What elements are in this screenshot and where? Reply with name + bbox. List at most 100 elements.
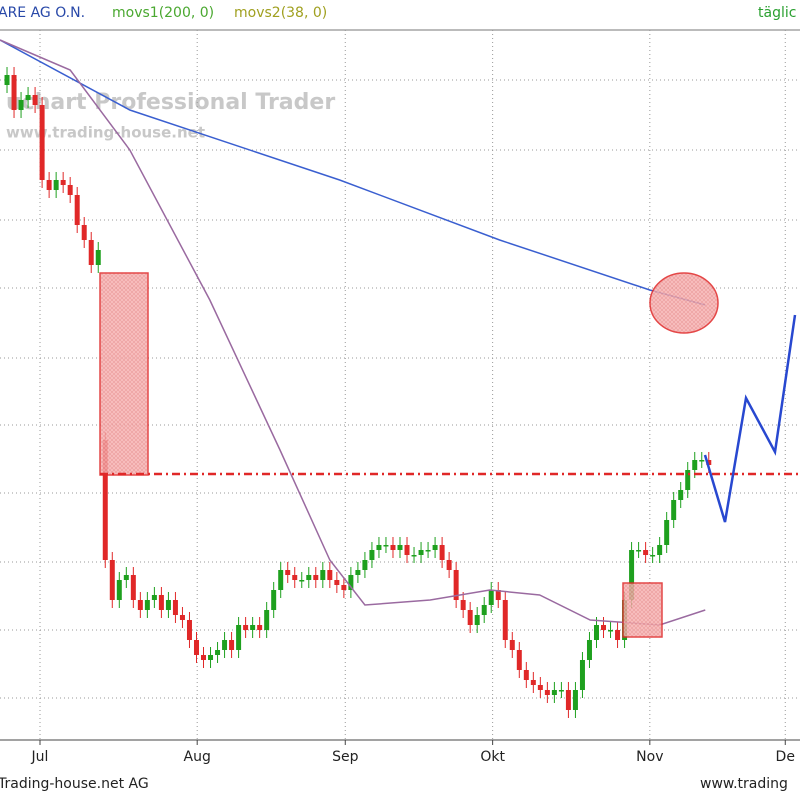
- candle: [481, 597, 487, 623]
- candle: [390, 537, 396, 558]
- candle-body: [706, 460, 712, 465]
- candle-body: [411, 555, 417, 557]
- candle: [558, 682, 564, 698]
- candle: [636, 542, 642, 558]
- candle-body: [193, 640, 199, 655]
- candle: [81, 217, 87, 248]
- candle-body: [629, 550, 635, 600]
- interval-label: täglic: [758, 5, 796, 21]
- candle: [257, 617, 263, 638]
- candle: [572, 682, 578, 718]
- candle-body: [137, 600, 143, 610]
- candle-body: [664, 520, 670, 545]
- candle: [137, 592, 143, 618]
- candle: [516, 642, 522, 678]
- candle: [537, 677, 543, 698]
- candle-body: [678, 490, 684, 500]
- candle-body: [671, 500, 677, 520]
- candle-body: [222, 640, 228, 650]
- candle: [355, 562, 361, 583]
- candle-body: [397, 545, 403, 550]
- annotation-forecast: [703, 314, 797, 523]
- candle-body: [685, 470, 691, 490]
- candle-body: [186, 620, 192, 640]
- candle: [608, 622, 614, 638]
- candle-body: [481, 605, 487, 615]
- candle: [383, 537, 389, 553]
- candle-body: [215, 650, 221, 655]
- candle-body: [292, 575, 298, 580]
- source-label: Trading-house.net AG: [0, 776, 149, 792]
- candle-body: [474, 615, 480, 625]
- candle: [179, 607, 185, 628]
- candle: [74, 187, 80, 233]
- candle-body: [243, 625, 249, 630]
- candle-body: [523, 670, 529, 680]
- candle: [530, 672, 536, 693]
- annotation-circle: [649, 272, 719, 334]
- candle: [593, 617, 599, 648]
- candle: [313, 567, 319, 588]
- candle-body: [488, 590, 494, 605]
- x-tick-label: De: [776, 749, 795, 765]
- candle-body: [320, 570, 326, 580]
- candle: [151, 587, 157, 608]
- candle: [678, 482, 684, 508]
- candle: [250, 617, 256, 638]
- candle: [432, 537, 438, 558]
- candle-body: [601, 625, 607, 630]
- candle-body: [425, 550, 431, 552]
- candle-body: [579, 660, 585, 690]
- candle-body: [608, 630, 614, 632]
- candle-body: [544, 690, 550, 695]
- candle: [39, 97, 45, 188]
- candle: [502, 592, 508, 648]
- candle-body: [306, 575, 312, 580]
- candle-body: [67, 185, 73, 195]
- candle: [271, 582, 277, 618]
- url-label: www.trading: [700, 776, 788, 792]
- candle-body: [348, 575, 354, 590]
- candle: [699, 452, 705, 468]
- candle-body: [32, 95, 38, 105]
- candle-body: [278, 570, 284, 590]
- candle-body: [11, 75, 17, 110]
- annotation-box: [622, 582, 663, 638]
- candle: [88, 232, 94, 273]
- candle-body: [4, 75, 10, 85]
- candle-body: [53, 180, 59, 190]
- candle: [158, 587, 164, 618]
- candle: [172, 592, 178, 623]
- candle-body: [327, 570, 333, 580]
- candle-body: [165, 600, 171, 610]
- candle-body: [383, 545, 389, 547]
- candle: [579, 652, 585, 698]
- candle-body: [102, 440, 108, 560]
- candle: [474, 607, 480, 633]
- candle: [95, 242, 101, 273]
- candle-body: [46, 180, 52, 190]
- candle-body: [439, 545, 445, 560]
- candle: [53, 172, 59, 198]
- candle: [369, 542, 375, 568]
- annotation-box: [99, 272, 149, 476]
- candle-body: [313, 575, 319, 580]
- candle-body: [271, 590, 277, 610]
- candle: [411, 547, 417, 563]
- candle-body: [636, 550, 642, 552]
- candle-body: [285, 570, 291, 575]
- candle-body: [615, 630, 621, 640]
- candle-body: [565, 690, 571, 710]
- candle: [243, 617, 249, 638]
- candle-body: [467, 610, 473, 625]
- candle: [509, 632, 515, 658]
- candle: [109, 552, 115, 608]
- candle: [664, 512, 670, 553]
- candle: [201, 647, 207, 668]
- candle-body: [299, 580, 305, 582]
- candle: [299, 572, 305, 588]
- candle: [11, 67, 17, 118]
- candle-body: [551, 690, 557, 695]
